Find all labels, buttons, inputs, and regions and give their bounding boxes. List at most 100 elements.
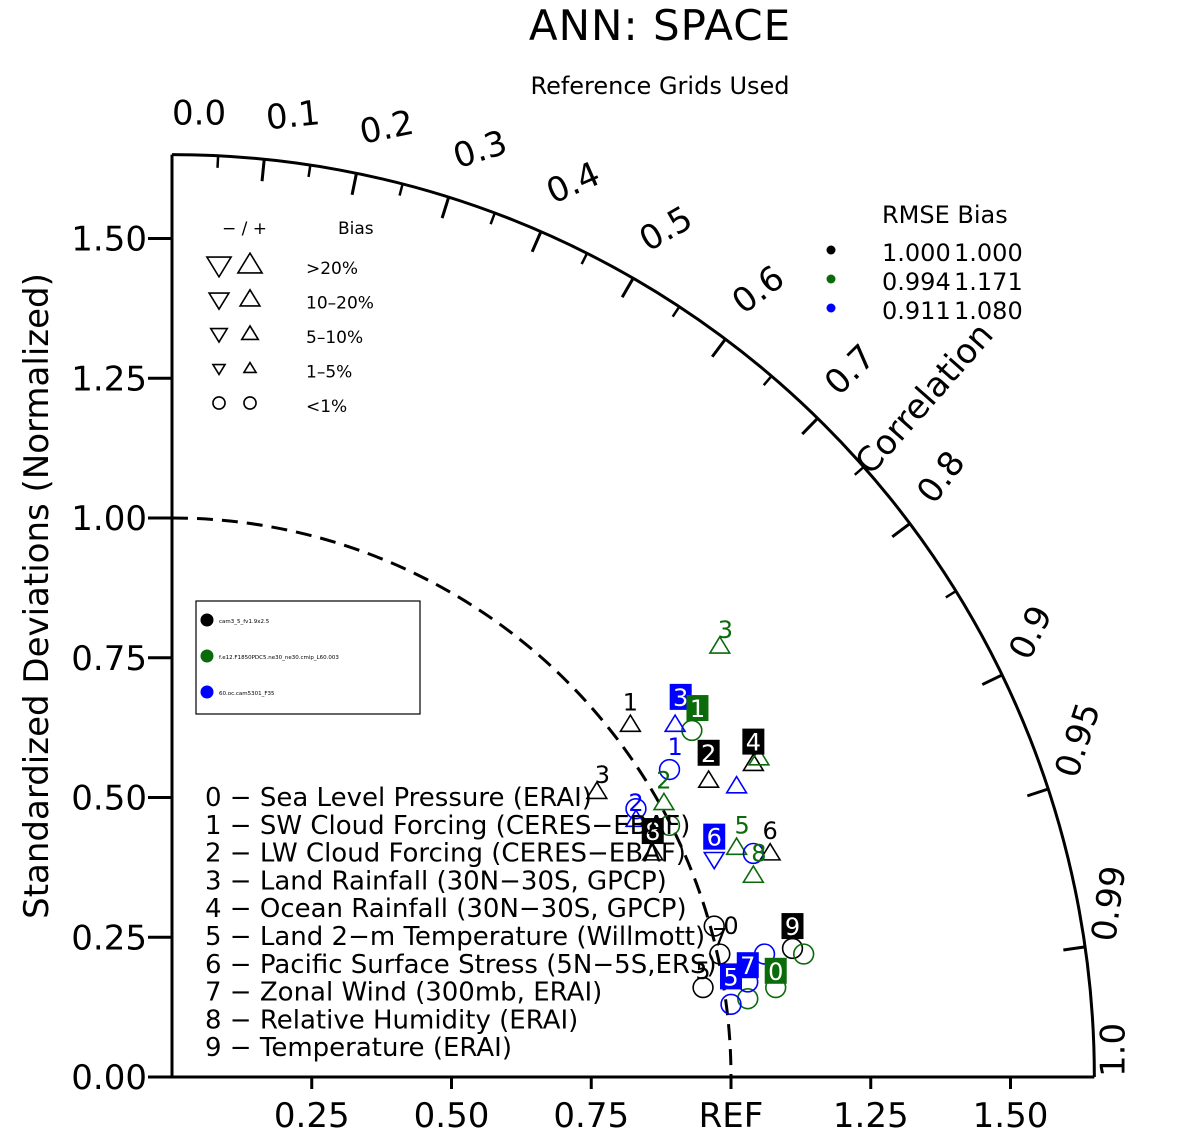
correlation-tick	[440, 196, 451, 219]
chart-title: ANN: SPACE	[529, 1, 791, 50]
data-point-2	[624, 808, 648, 828]
outer-arc	[171, 153, 1096, 1078]
correlation-tick-label: 0.99	[1084, 863, 1134, 944]
y-tick-label: 1.50	[71, 220, 147, 260]
point-number-label: 1	[623, 688, 638, 716]
data-point-5	[692, 976, 714, 999]
boxed-label: 1	[690, 695, 705, 723]
model-legend-box	[195, 600, 421, 715]
x-tick-label: 0.75	[553, 1096, 629, 1135]
rmse-color-dot	[826, 245, 836, 255]
correlation-tick-label: 0.2	[356, 103, 417, 153]
rmse-value: 0.994	[882, 268, 951, 296]
data-point-8	[641, 842, 665, 861]
point-number-label: 6	[762, 817, 777, 845]
correlation-tick	[350, 172, 358, 196]
correlation-minor-tick	[398, 183, 404, 196]
correlation-tick	[711, 338, 727, 358]
x-tick-label: 0.50	[414, 1096, 490, 1135]
boxed-label-bg	[697, 739, 720, 766]
correlation-minor-tick	[580, 252, 589, 265]
y-tick-label: 0.00	[71, 1058, 147, 1098]
boxed-label: 9	[785, 913, 800, 941]
data-point-1	[658, 758, 681, 781]
bias-up-icon	[240, 324, 260, 341]
bias-legend: − / + Bias >20% 10–20% 5–10% 1–5% <1%	[205, 219, 374, 417]
variable-list-item: 9 − Temperature (ERAI)	[205, 1033, 512, 1063]
y-tick-label: 1.25	[71, 359, 147, 399]
boxed-label-bg	[781, 913, 804, 940]
data-point-5	[725, 836, 748, 856]
correlation-minor-tick	[762, 375, 773, 387]
correlation-tick	[620, 277, 635, 299]
variable-list-item: 3 − Land Rainfall (30N−30S, GPCP)	[205, 866, 667, 896]
correlation-tick	[530, 231, 543, 253]
variable-list-item: 8 − Relative Humidity (ERAI)	[205, 1005, 578, 1035]
correlation-tick	[260, 159, 266, 182]
correlation-minor-tick	[307, 164, 312, 178]
bias-down-icon	[211, 363, 227, 376]
data-point-2	[652, 791, 676, 811]
model-name: cam3_5_fv1.9x2.5	[219, 619, 270, 625]
point-number-label: 2	[628, 789, 643, 817]
data-point-6	[742, 864, 765, 884]
data-point-3	[585, 780, 609, 800]
correlation-tick-label: 0.95	[1047, 698, 1109, 782]
bias-legend-header: Bias	[338, 219, 374, 239]
rmse-color-dot	[826, 274, 836, 284]
axes-group: 0.000.250.500.751.001.251.500.25 0.50 0.75…	[71, 93, 1134, 1135]
x-tick-label: 0.25	[274, 1096, 350, 1135]
x-tick-label: 1.25	[833, 1096, 909, 1135]
bias-down-icon	[209, 327, 229, 344]
correlation-minor-tick	[489, 212, 496, 225]
variable-list-item: 0 − Sea Level Pressure (ERAI)	[205, 783, 592, 813]
reference-arc	[171, 516, 733, 1078]
point-number-label: 5	[695, 957, 710, 985]
bias-range-label: 10–20%	[306, 294, 374, 314]
point-number-label: 5	[735, 811, 750, 839]
bias-value: 1.080	[954, 297, 1023, 325]
correlation-minor-tick	[671, 305, 681, 318]
bias-range-label: 5–10%	[306, 328, 363, 348]
correlation-minor-tick	[216, 155, 220, 168]
data-point-2	[697, 769, 720, 789]
bias-up-icon	[236, 251, 264, 274]
data-point-1	[619, 713, 642, 733]
data-point-7	[737, 988, 759, 1010]
bias-circle-icon	[212, 396, 226, 410]
variable-list-item: 7 − Zonal Wind (300mb, ERAI)	[205, 978, 602, 1008]
boxed-label-bg	[736, 952, 759, 979]
data-point-4	[742, 752, 765, 772]
boxed-label-bg	[703, 823, 726, 850]
correlation-minor-tick	[853, 465, 865, 476]
model-name: f.e12.F1850PDC5.ne30_ne30.cmip_L60.003	[219, 655, 339, 661]
point-number-label: 1	[667, 733, 682, 761]
data-point-4	[747, 747, 771, 766]
y-axis-label: Standardized Deviations (Normalized)	[17, 273, 57, 919]
model-legend-rows: cam3_5_fv1.9x2.5 f.e12.F1850PDC5.ne30_ne3…	[200, 613, 339, 699]
data-point-3	[663, 713, 687, 733]
bias-range-label: <1%	[306, 397, 347, 417]
bias-legend-rows: >20% 10–20% 5–10% 1–5% <1%	[205, 251, 374, 417]
point-number-label: 7	[712, 923, 727, 951]
variable-list-item: 4 − Ocean Rainfall (30N−30S, GPCP)	[205, 894, 687, 924]
boxed-label-bg	[686, 695, 709, 722]
bias-value: 1.171	[954, 268, 1023, 296]
correlation-axis-label: Correlation	[848, 315, 1002, 482]
x-tick-label: 1.50	[973, 1096, 1049, 1135]
bias-value: 1.000	[954, 239, 1023, 267]
bias-up-icon	[242, 361, 258, 374]
correlation-tick-label: 0.8	[909, 444, 973, 511]
data-point-9	[781, 937, 804, 960]
boxed-label: 6	[707, 824, 722, 852]
bias-range-label: 1–5%	[306, 363, 352, 383]
correlation-tick-label: 0.4	[541, 154, 607, 212]
point-number-label: 8	[751, 839, 766, 867]
variable-list-item: 1 − SW Cloud Forcing (CERES−EBAF)	[205, 811, 690, 841]
correlation-tick-label: 0.3	[448, 123, 512, 177]
bias-down-icon	[205, 256, 233, 279]
